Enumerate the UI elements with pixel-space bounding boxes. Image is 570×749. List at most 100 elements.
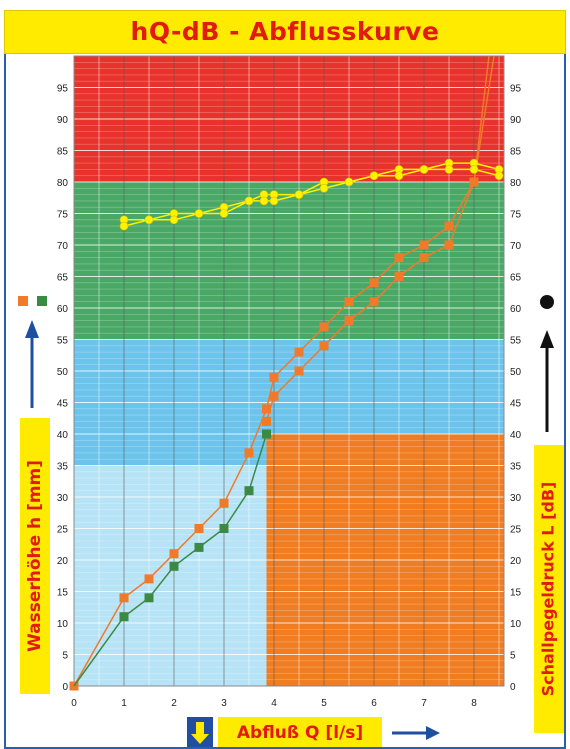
legend-square-green (37, 296, 47, 306)
y-tick-left: 65 (57, 273, 69, 284)
data-point (444, 221, 454, 231)
y-tick-left: 20 (57, 556, 69, 567)
data-point (269, 196, 279, 206)
data-point (219, 498, 229, 508)
x-tick: 3 (221, 698, 227, 709)
left-axis-label: Wasserhöhe h [mm] (20, 418, 50, 694)
data-point (262, 404, 271, 414)
y-axis-label-left: Wasserhöhe h [mm] (25, 460, 45, 652)
data-point (269, 372, 279, 382)
data-point (169, 561, 179, 571)
x-tick: 8 (471, 698, 477, 709)
y-tick-right: 60 (510, 304, 522, 315)
data-point (369, 171, 379, 180)
data-point (144, 215, 154, 225)
series-1 (73, 429, 271, 687)
data-point (469, 165, 479, 174)
y-tick-right: 55 (510, 336, 522, 347)
data-point (259, 196, 269, 206)
x-arrow-icon (426, 726, 440, 740)
y-tick-right: 15 (510, 588, 522, 599)
y-axis-label-right: Schallpegeldruck L [dB] (539, 482, 558, 697)
y-tick-right: 75 (510, 210, 522, 221)
y-tick-left: 60 (57, 304, 69, 315)
plot-border (73, 55, 505, 687)
chart-title: hQ-dB - Abflusskurve (130, 17, 440, 46)
data-point (194, 542, 204, 552)
data-point (319, 341, 329, 351)
data-point (119, 221, 129, 231)
data-point (262, 416, 271, 426)
data-point (244, 486, 254, 496)
data-point (394, 272, 404, 281)
data-point (262, 429, 271, 439)
title-bar: hQ-dB - Abflusskurve (4, 10, 566, 54)
y-tick-left: 30 (57, 493, 69, 504)
data-point (344, 177, 354, 187)
data-point (219, 209, 229, 218)
data-point (319, 322, 329, 332)
x-tick: 5 (321, 698, 327, 709)
y-tick-right: 20 (510, 556, 522, 567)
data-point (169, 215, 179, 225)
data-point (344, 297, 354, 307)
data-point (369, 297, 379, 307)
data-point (169, 549, 179, 559)
down-arrow-icon (191, 722, 209, 744)
data-point (144, 574, 154, 584)
y-tick-right: 40 (510, 430, 522, 441)
data-point (369, 278, 379, 288)
x-axis-label: Abfluß Q [l/s] (237, 723, 363, 743)
data-point (444, 240, 454, 250)
x-tick: 1 (121, 698, 127, 709)
hatch-lines (74, 61, 504, 681)
x-tick: 6 (371, 698, 377, 709)
y-tick-left: 80 (57, 178, 69, 189)
y-tick-left: 5 (62, 651, 68, 662)
x-axis-label-group: Abfluß Q [l/s] (218, 717, 382, 747)
data-point (419, 253, 429, 263)
data-point (194, 524, 204, 533)
data-point (294, 347, 304, 357)
y-tick-right: 5 (510, 651, 516, 662)
y-tick-right: 0 (510, 682, 516, 693)
y-tick-right: 85 (510, 147, 522, 158)
y-tick-left: 45 (57, 399, 69, 410)
data-point (144, 593, 154, 603)
data-point (269, 391, 279, 401)
data-point (494, 171, 504, 180)
data-point (419, 165, 429, 174)
y-tick-left: 70 (57, 241, 69, 252)
data-point (219, 524, 229, 533)
y-tick-right: 25 (510, 525, 522, 536)
y-tick-right: 10 (510, 619, 522, 630)
data-point (469, 177, 479, 187)
data-point (444, 165, 454, 174)
y-tick-left: 90 (57, 115, 69, 126)
y-tick-left: 25 (57, 525, 69, 536)
data-point (244, 196, 254, 206)
series-4 (119, 165, 504, 231)
legend-square-orange (18, 296, 28, 306)
data-point (344, 316, 354, 326)
y-tick-left: 95 (57, 84, 69, 95)
y-tick-right: 30 (510, 493, 522, 504)
y-tick-right: 35 (510, 462, 522, 473)
right-axis-label: Schallpegeldruck L [dB] (534, 445, 564, 733)
data-point (319, 184, 329, 193)
y-tick-left: 40 (57, 430, 69, 441)
data-point (119, 612, 129, 622)
series-2 (262, 55, 495, 426)
data-point (194, 209, 204, 218)
y-tick-left: 55 (57, 336, 69, 347)
x-tick: 7 (421, 698, 427, 709)
y-tick-left: 15 (57, 588, 69, 599)
x-label-bg (218, 717, 382, 747)
y-tick-right: 45 (510, 399, 522, 410)
y-tick-right: 65 (510, 273, 522, 284)
data-point (419, 240, 429, 250)
y-tick-left: 35 (57, 462, 69, 473)
x-tick: 0 (71, 698, 77, 709)
y-tick-right: 80 (510, 178, 522, 189)
